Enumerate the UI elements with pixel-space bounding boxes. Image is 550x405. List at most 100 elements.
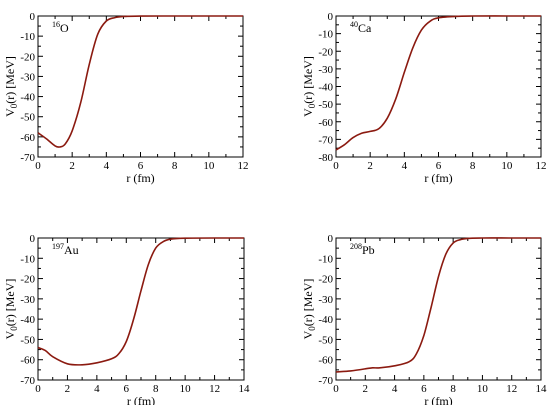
y-axis-label: V0(r) [MeV] (3, 56, 19, 117)
x-tick-label: 6 (421, 383, 427, 395)
potential-curve (37, 237, 244, 366)
potential-curve (335, 237, 541, 373)
y-tick-label: -50 (318, 334, 333, 346)
y-axis-label-subscript: 0 (307, 326, 317, 331)
x-axis-label: r (fm) (424, 171, 452, 185)
x-tick-label: 12 (536, 160, 547, 172)
y-axis-label: V0(r) [MeV] (301, 279, 317, 340)
y-axis-label: V0(r) [MeV] (3, 279, 19, 340)
x-tick-label: 2 (69, 160, 75, 172)
x-tick-label: 0 (35, 160, 41, 172)
plot-frame (335, 15, 542, 158)
potential-curve (335, 15, 541, 151)
x-tick-label: 14 (536, 383, 548, 395)
x-tick-label: 8 (450, 383, 456, 395)
x-tick-label: 8 (153, 383, 159, 395)
y-tick-label: 0 (328, 233, 334, 245)
nucleus-label: 40Ca (350, 20, 372, 35)
y-tick-label: 0 (328, 11, 334, 23)
panel-1: 0 2 4 6 8 10 120-10-20-30-40-50-60-70r (fm)V0(… (3, 11, 249, 185)
x-tick-label: 4 (392, 383, 398, 395)
nucleus-symbol: Ca (358, 21, 372, 35)
x-tick-label: 4 (94, 383, 100, 395)
nucleus-mass-number: 16 (52, 20, 60, 29)
x-tick-label: 6 (124, 383, 130, 395)
x-tick-label: 0 (333, 383, 339, 395)
y-axis-label-rest: (r) [MeV] (3, 56, 17, 104)
x-tick-label: 0 (333, 160, 339, 172)
nucleus-mass-number: 197 (52, 242, 64, 251)
x-tick-label: 10 (501, 160, 513, 172)
y-tick-label: -50 (318, 99, 333, 111)
x-tick-label: 2 (65, 383, 71, 395)
nucleus-label: 197Au (52, 242, 79, 257)
potential-curve (37, 15, 243, 148)
y-tick-label: -60 (318, 117, 333, 129)
y-axis-label-main: V (3, 108, 17, 117)
y-axis-label-rest: (r) [MeV] (3, 279, 17, 327)
y-tick-label: -70 (318, 375, 333, 387)
y-tick-label: -60 (20, 132, 35, 144)
plot-frame (37, 15, 244, 158)
y-tick-label: -60 (20, 355, 35, 367)
y-axis-label-subscript: 0 (9, 326, 19, 331)
x-tick-label: 14 (239, 383, 251, 395)
nucleus-mass-number: 208 (350, 242, 362, 251)
x-tick-label: 6 (436, 160, 442, 172)
y-axis-label-main: V (3, 330, 17, 339)
nucleus-symbol: Pb (362, 243, 375, 257)
y-axis-label-main: V (301, 330, 315, 339)
panel-3: 0 2 4 6 8 10 12 14 0 -10 -20 -30 -40 -50 -60 -70 r (fm) V… (3, 233, 250, 405)
x-tick-label: 0 (35, 383, 41, 395)
y-tick-label: 0 (30, 11, 36, 23)
y-tick-label: -20 (318, 46, 333, 58)
x-axis-label: r (fm) (424, 394, 452, 405)
y-tick-label: -20 (20, 274, 35, 286)
plot-frame (37, 237, 245, 381)
x-axis-label: r (fm) (127, 394, 155, 405)
y-tick-label: -40 (20, 314, 35, 326)
panel-4: 0 2 4 6 8 10 12 14 0 -10 -20 -30 -40 -50 -60 -70 r (fm) V… (301, 233, 547, 405)
nucleus-symbol: Au (64, 243, 79, 257)
y-tick-label: -70 (20, 375, 35, 387)
x-tick-label: 12 (238, 160, 249, 172)
y-tick-label: -10 (318, 29, 333, 41)
x-axis-label: r (fm) (126, 171, 154, 185)
x-tick-label: 8 (470, 160, 476, 172)
x-tick-label: 10 (203, 160, 215, 172)
x-tick-label: 4 (104, 160, 110, 172)
y-tick-label: -20 (318, 274, 333, 286)
y-axis-label-main: V (301, 108, 315, 117)
y-tick-label: -70 (20, 152, 35, 164)
x-tick-label: 12 (209, 383, 220, 395)
nucleus-label: 16O (52, 20, 69, 35)
y-axis-label-rest: (r) [MeV] (301, 56, 315, 104)
y-tick-label: 0 (30, 233, 36, 245)
y-tick-label: -40 (20, 92, 35, 104)
x-tick-label: 12 (506, 383, 517, 395)
x-tick-label: 2 (367, 160, 373, 172)
nucleus-symbol: O (60, 21, 69, 35)
panel-2: 0 2 4 6 8 10 12 0 -10 -20 -30 -40 -50 -60 -70 -80 r (fm)… (301, 11, 547, 185)
y-axis-label-rest: (r) [MeV] (301, 279, 315, 327)
y-tick-label: -30 (20, 71, 35, 83)
y-tick-label: -50 (20, 112, 35, 124)
y-tick-label: -10 (20, 31, 35, 43)
y-tick-label: -10 (20, 253, 35, 265)
y-axis-label-subscript: 0 (9, 103, 19, 108)
y-tick-label: -30 (20, 294, 35, 306)
nucleus-mass-number: 40 (350, 20, 358, 29)
y-tick-label: -20 (20, 51, 35, 63)
y-tick-label: -70 (318, 134, 333, 146)
y-tick-label: -60 (318, 355, 333, 367)
plot-frame (335, 237, 542, 381)
y-tick-label: -30 (318, 64, 333, 76)
y-axis-label: V0(r) [MeV] (301, 56, 317, 117)
y-axis-label-subscript: 0 (307, 103, 317, 108)
x-tick-label: 10 (180, 383, 192, 395)
y-tick-label: -40 (318, 314, 333, 326)
x-tick-label: 2 (363, 383, 369, 395)
y-tick-label: -80 (318, 152, 333, 164)
